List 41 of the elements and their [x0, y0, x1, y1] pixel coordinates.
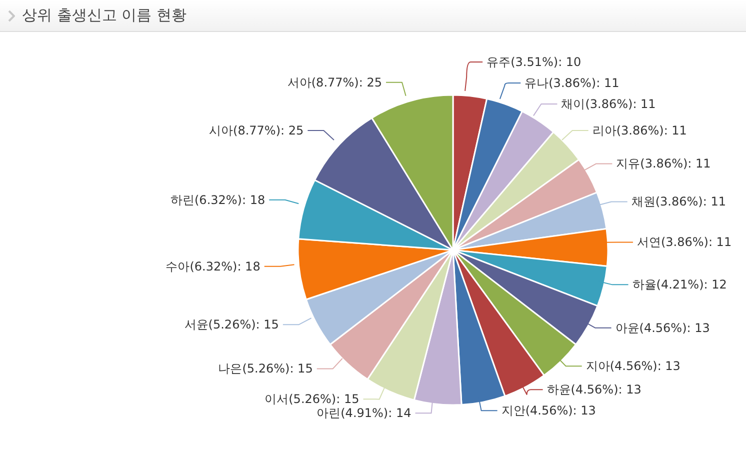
data-label: (5.26%): 15	[208, 318, 279, 332]
slice-label: 유주	[486, 55, 511, 70]
slice-label: 서아	[287, 75, 312, 90]
slice-label: 지유	[616, 156, 640, 171]
slice-label: 수아	[166, 259, 190, 274]
slice-label: 하윤	[546, 382, 571, 397]
slice-label: 채이	[561, 97, 586, 112]
slice-label: 아윤	[615, 320, 640, 335]
slice-label: 아린	[316, 406, 341, 420]
chart-title: 상위 출생신고 이름 현황	[22, 6, 186, 25]
data-label: (5.26%): 15	[288, 392, 360, 406]
data-label: (8.77%): 25	[233, 124, 304, 138]
data-label: (3.86%): 11	[640, 156, 711, 171]
slice-label: 서연	[636, 235, 661, 250]
data-label: (8.77%): 25	[311, 75, 382, 90]
data-label: (4.21%): 12	[656, 278, 727, 292]
slice-label: 채원	[631, 194, 656, 209]
data-label: (3.86%): 11	[585, 97, 656, 112]
slice-label: 시아	[209, 124, 234, 138]
data-label: (4.56%): 13	[570, 382, 642, 397]
slice-label: 리아	[592, 124, 616, 138]
slice-label: 하율	[632, 278, 656, 292]
data-label: (6.32%): 18	[190, 259, 260, 274]
slice-label: 유나	[524, 76, 549, 90]
data-label: (3.86%): 11	[616, 124, 687, 138]
data-label: (3.51%): 10	[510, 55, 582, 70]
data-label: (3.86%): 11	[655, 194, 726, 209]
slice-label: 이서	[264, 392, 289, 406]
data-label: (4.56%): 13	[525, 404, 596, 418]
slice-label: 하린	[170, 192, 194, 207]
slice-label: 지안	[501, 404, 526, 418]
data-label: (4.56%): 13	[639, 320, 710, 335]
data-label: (4.91%): 14	[340, 406, 412, 420]
data-label: (3.86%): 11	[660, 235, 732, 250]
slice-label: 지아	[586, 359, 610, 374]
slice-label: 서윤	[184, 318, 208, 332]
data-label: (4.56%): 13	[610, 359, 680, 374]
data-label: (3.86%): 11	[548, 76, 620, 90]
slice-label: 나은	[218, 362, 242, 376]
data-label: (5.26%): 15	[242, 362, 313, 376]
data-label: (6.32%): 18	[194, 192, 266, 207]
